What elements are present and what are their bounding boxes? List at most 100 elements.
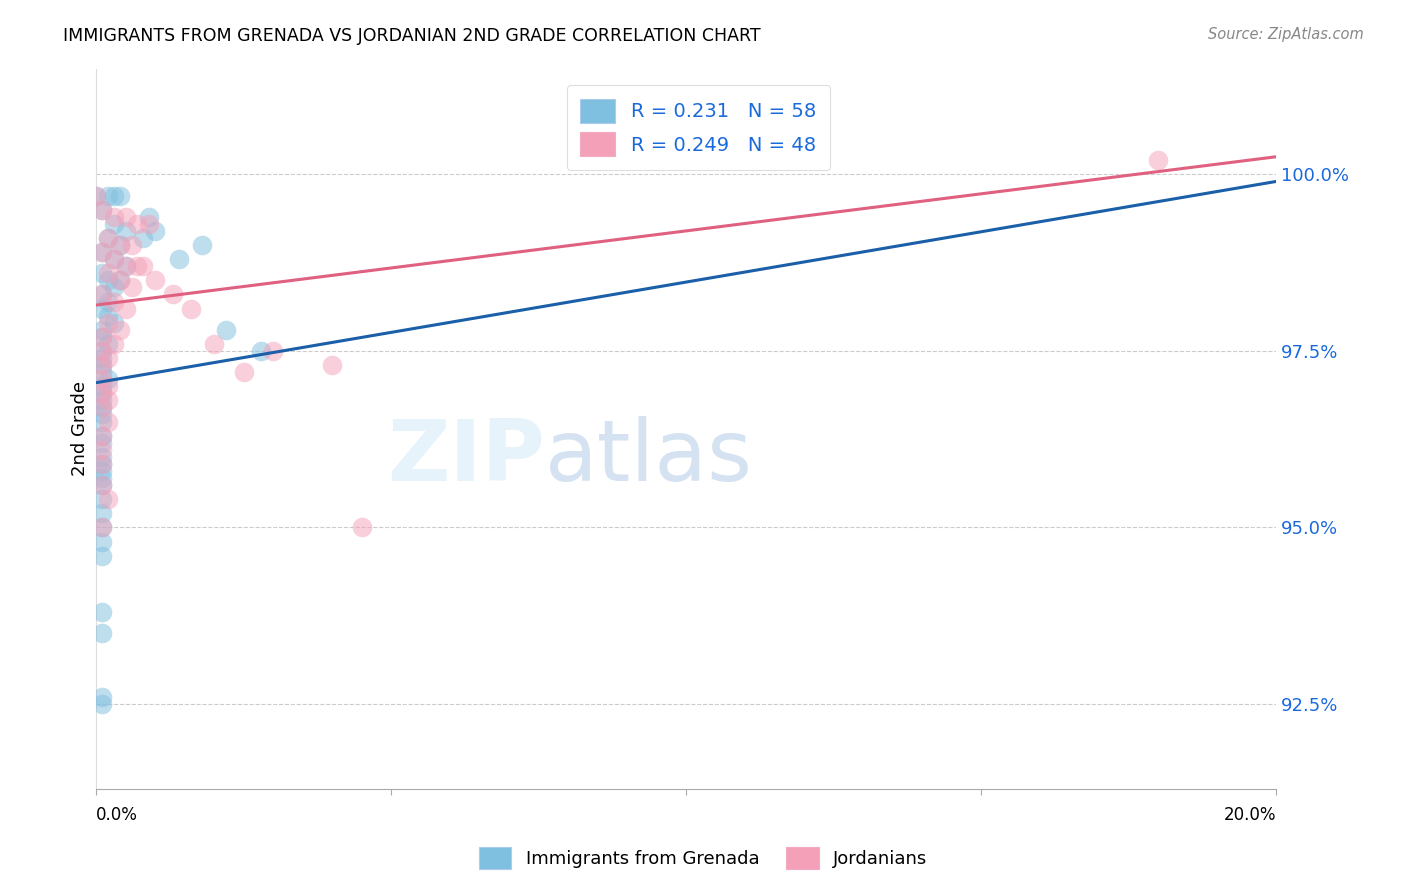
Point <box>91 266 114 280</box>
Text: IMMIGRANTS FROM GRENADA VS JORDANIAN 2ND GRADE CORRELATION CHART: IMMIGRANTS FROM GRENADA VS JORDANIAN 2ND… <box>63 27 761 45</box>
Point <box>114 224 136 238</box>
Point <box>91 428 114 442</box>
Point <box>97 231 120 245</box>
Text: atlas: atlas <box>544 416 752 499</box>
Point <box>91 506 114 520</box>
Point <box>97 231 120 245</box>
Point <box>91 605 114 619</box>
Point <box>262 343 284 358</box>
Point <box>84 188 107 202</box>
Point <box>91 202 114 217</box>
Point <box>91 464 114 478</box>
Point <box>91 358 114 372</box>
Point <box>143 224 166 238</box>
Point <box>97 351 120 365</box>
Point <box>91 343 114 358</box>
Point <box>138 210 160 224</box>
Text: 0.0%: 0.0% <box>96 806 138 824</box>
Point <box>91 386 114 401</box>
Point <box>97 266 120 280</box>
Legend: Immigrants from Grenada, Jordanians: Immigrants from Grenada, Jordanians <box>470 838 936 879</box>
Point <box>138 217 160 231</box>
Point <box>114 259 136 273</box>
Point <box>91 408 114 422</box>
Point <box>114 259 136 273</box>
Point <box>91 287 114 301</box>
Point <box>91 442 114 457</box>
Point <box>91 428 114 442</box>
Point <box>127 259 149 273</box>
Point <box>132 231 155 245</box>
Point <box>191 238 214 252</box>
Point <box>108 238 131 252</box>
Point <box>97 309 120 323</box>
Point <box>97 188 120 202</box>
Point <box>84 188 107 202</box>
Point <box>91 245 114 260</box>
Point <box>91 343 114 358</box>
Point <box>91 457 114 471</box>
Point <box>1147 153 1170 168</box>
Point <box>91 358 114 372</box>
Point <box>103 210 125 224</box>
Point <box>91 386 114 401</box>
Text: 20.0%: 20.0% <box>1223 806 1277 824</box>
Legend: R = 0.231   N = 58, R = 0.249   N = 48: R = 0.231 N = 58, R = 0.249 N = 48 <box>567 86 830 169</box>
Point <box>121 238 143 252</box>
Point <box>108 273 131 287</box>
Point <box>321 358 343 372</box>
Point <box>91 450 114 464</box>
Point <box>91 393 114 408</box>
Point <box>103 294 125 309</box>
Point <box>121 280 143 294</box>
Point <box>232 365 254 379</box>
Point <box>202 336 225 351</box>
Point <box>91 351 114 365</box>
Point <box>91 520 114 534</box>
Point <box>91 330 114 344</box>
Point <box>143 273 166 287</box>
Point <box>215 323 238 337</box>
Point <box>91 478 114 492</box>
Point <box>103 217 125 231</box>
Point <box>91 457 114 471</box>
Text: ZIP: ZIP <box>387 416 544 499</box>
Point <box>91 379 114 393</box>
Point <box>91 365 114 379</box>
Point <box>132 259 155 273</box>
Point <box>97 316 120 330</box>
Point <box>91 549 114 563</box>
Point <box>91 287 114 301</box>
Point <box>91 401 114 415</box>
Point <box>108 273 131 287</box>
Point <box>91 520 114 534</box>
Point <box>108 238 131 252</box>
Point <box>91 301 114 316</box>
Point <box>91 202 114 217</box>
Point <box>91 245 114 260</box>
Point <box>108 323 131 337</box>
Point <box>180 301 202 316</box>
Point <box>97 336 120 351</box>
Point <box>91 435 114 450</box>
Point <box>103 252 125 267</box>
Point <box>103 280 125 294</box>
Point <box>97 415 120 429</box>
Point <box>97 393 120 408</box>
Point <box>108 188 131 202</box>
Point <box>91 492 114 507</box>
Point <box>97 372 120 386</box>
Point <box>97 492 120 507</box>
Point <box>114 210 136 224</box>
Point <box>91 401 114 415</box>
Point <box>103 188 125 202</box>
Point <box>97 379 120 393</box>
Point <box>162 287 184 301</box>
Point <box>97 273 120 287</box>
Point <box>91 697 114 711</box>
Point <box>91 478 114 492</box>
Point <box>91 626 114 640</box>
Point <box>91 372 114 386</box>
Point <box>91 330 114 344</box>
Text: Source: ZipAtlas.com: Source: ZipAtlas.com <box>1208 27 1364 42</box>
